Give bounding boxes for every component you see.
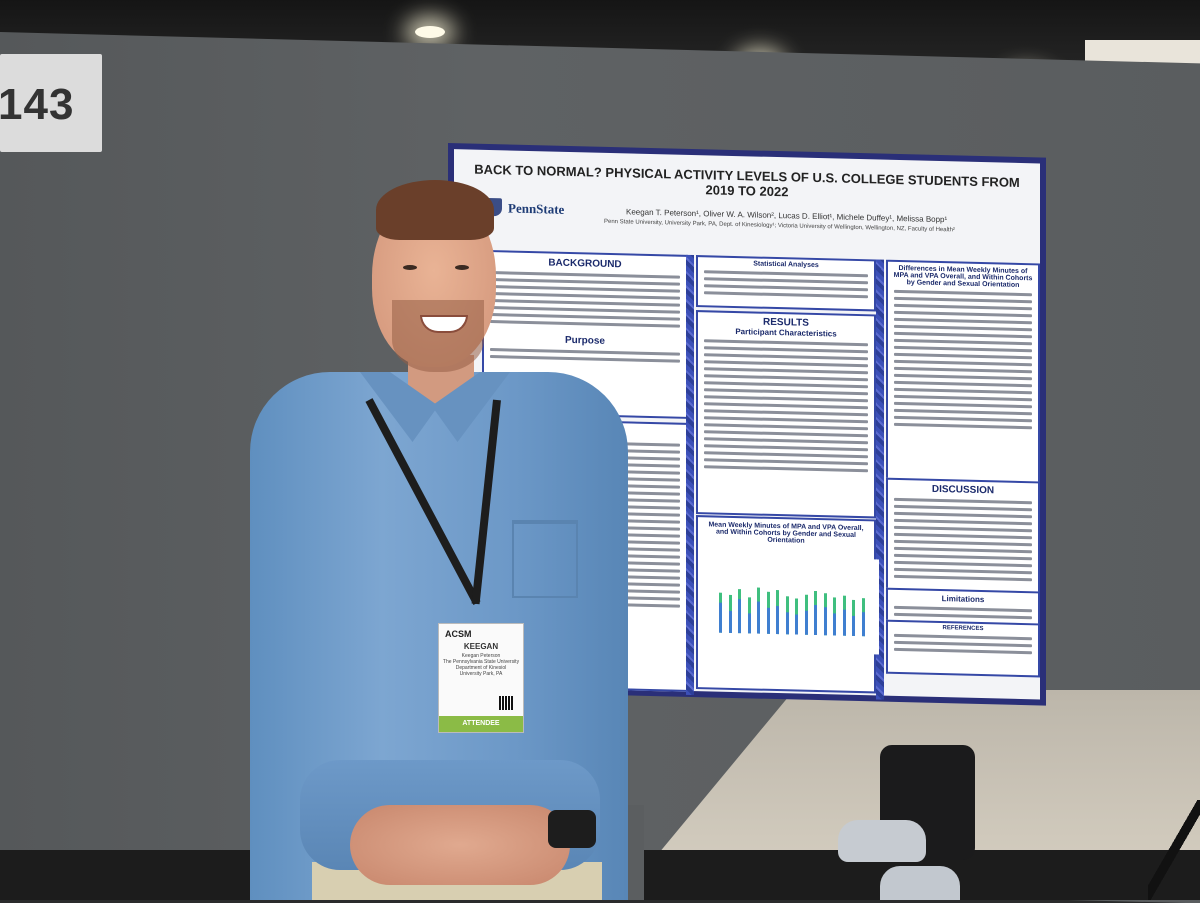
badge-org: The Pennsylvania State University Depart… bbox=[442, 659, 520, 671]
chart-bar-mpa bbox=[738, 599, 741, 634]
poster-references-section: REFERENCES bbox=[886, 619, 1040, 678]
shirt-pocket bbox=[512, 520, 578, 598]
discussion-heading: DISCUSSION bbox=[931, 483, 995, 497]
badge-logo: ACSM bbox=[445, 629, 472, 639]
chart-bar-mpa bbox=[795, 614, 798, 635]
board-number-sign: 143 bbox=[0, 54, 102, 152]
presenter-hair bbox=[376, 180, 494, 240]
presenter-eye bbox=[455, 265, 469, 270]
differences-heading: Differences in Mean Weekly Minutes of MP… bbox=[893, 265, 1033, 289]
chart-bar-mpa bbox=[785, 612, 789, 635]
badge-role: ATTENDEE bbox=[439, 716, 523, 732]
chart-bar-mpa bbox=[757, 601, 760, 634]
board-number: 143 bbox=[0, 80, 75, 129]
background-person-shoe bbox=[838, 820, 926, 862]
references-heading: REFERENCES bbox=[942, 625, 984, 633]
badge-location: University Park, PA bbox=[459, 671, 503, 677]
background-heading: BACKGROUND bbox=[548, 257, 622, 271]
chart-bar-mpa bbox=[728, 610, 732, 633]
chart-bar-mpa bbox=[766, 607, 770, 634]
qr-code-icon bbox=[499, 696, 513, 710]
poster-decoration bbox=[686, 254, 694, 696]
chart-bar-mpa bbox=[814, 604, 817, 636]
smartwatch-icon bbox=[548, 810, 596, 848]
badge-full-name: Keegan Peterson bbox=[461, 653, 501, 659]
chart-bar-mpa bbox=[823, 607, 827, 636]
presenter-eye bbox=[403, 265, 417, 270]
chart-bar-mpa bbox=[776, 606, 779, 635]
poster-results-section: RESULTS Participant Characteristics bbox=[696, 310, 876, 519]
chart-bar-mpa bbox=[747, 613, 751, 634]
purpose-heading: Purpose bbox=[564, 334, 605, 347]
poster-stats-section: Statistical Analyses bbox=[696, 255, 876, 312]
presenter-hands bbox=[350, 805, 570, 885]
chart-bar-mpa bbox=[842, 609, 846, 636]
poster-bar-chart bbox=[709, 555, 879, 655]
badge-details: Keegan Peterson The Pennsylvania State U… bbox=[439, 653, 523, 677]
presenter-beard bbox=[392, 300, 484, 372]
ceiling-light bbox=[415, 26, 445, 38]
chart-heading: Mean Weekly Minutes of MPA and VPA Overa… bbox=[708, 521, 864, 545]
stats-heading: Statistical Analyses bbox=[753, 260, 819, 270]
chart-bar-mpa bbox=[833, 613, 836, 636]
chart-bar-mpa bbox=[861, 612, 865, 637]
background-person-shoe bbox=[880, 866, 960, 900]
easel-leg bbox=[1148, 800, 1200, 900]
chart-bar-mpa bbox=[852, 615, 855, 636]
chart-bar-mpa bbox=[804, 610, 808, 635]
limitations-heading: Limitations bbox=[941, 594, 985, 605]
badge-first-name: KEEGAN bbox=[463, 642, 499, 651]
name-badge: ACSM KEEGAN Keegan Peterson The Pennsylv… bbox=[438, 623, 524, 733]
chart-bar-mpa bbox=[719, 602, 722, 633]
poster-logo: PennState bbox=[508, 200, 565, 217]
poster-title: BACK TO NORMAL? PHYSICAL ACTIVITY LEVELS… bbox=[474, 161, 1020, 200]
